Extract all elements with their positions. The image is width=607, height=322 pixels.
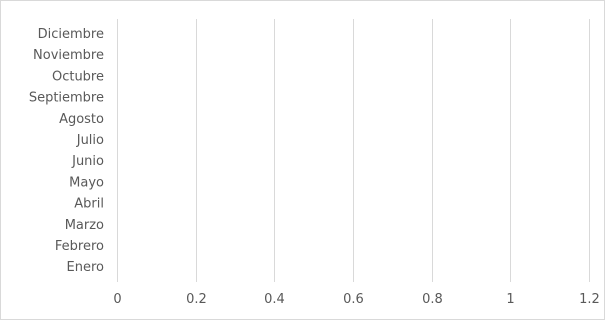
x-tick-label: 1 xyxy=(506,292,514,307)
category-labels: Enero Febrero Marzo Abril Mayo Junio Julio Agos… xyxy=(29,27,104,275)
category-label: Abril xyxy=(74,197,104,212)
x-tick-label: 0.8 xyxy=(422,292,443,307)
category-label: Noviembre xyxy=(33,48,104,63)
x-tick-label: 1.2 xyxy=(579,292,600,307)
x-tick-labels: 0 0.2 0.4 0.6 0.8 1 1.2 xyxy=(113,292,599,307)
x-tick-label: 0.6 xyxy=(343,292,364,307)
category-label: Marzo xyxy=(65,218,104,233)
category-label: Mayo xyxy=(69,175,104,190)
category-label: Junio xyxy=(71,154,104,169)
gridlines xyxy=(117,19,590,282)
x-tick-label: 0.2 xyxy=(186,292,207,307)
x-tick-label: 0.4 xyxy=(264,292,285,307)
category-label: Octubre xyxy=(52,69,104,84)
category-label: Julio xyxy=(76,133,104,148)
category-label: Febrero xyxy=(55,239,104,254)
category-label: Agosto xyxy=(59,112,104,127)
category-label: Diciembre xyxy=(38,27,104,42)
category-label: Septiembre xyxy=(29,91,104,106)
x-tick-label: 0 xyxy=(113,292,121,307)
category-label: Enero xyxy=(67,260,105,275)
